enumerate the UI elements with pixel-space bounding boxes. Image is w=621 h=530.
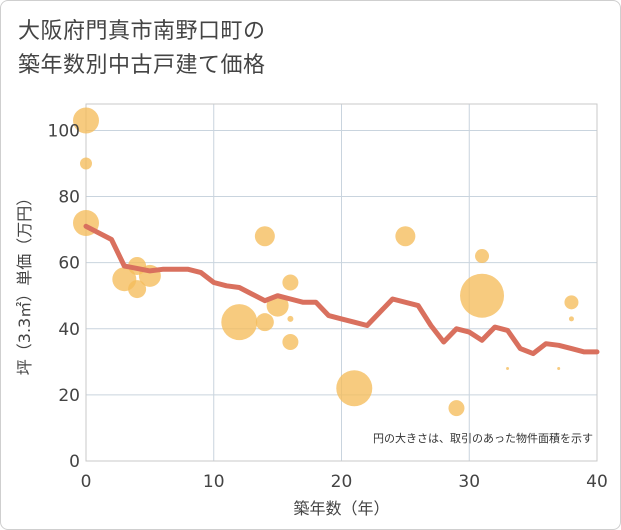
bubble-point (568, 316, 574, 322)
bubble-point (557, 366, 561, 370)
bubble-point (80, 157, 92, 170)
bubble-point (221, 304, 258, 341)
y-tick-label: 0 (69, 452, 80, 472)
tick-labels: 0 10 20 30 40 0 20 40 60 80 100 (48, 121, 608, 492)
bubble-point (448, 400, 465, 417)
y-tick-label: 20 (58, 386, 80, 406)
grid-lines (85, 104, 598, 462)
y-tick-label: 100 (48, 121, 80, 141)
x-tick-label: 30 (458, 472, 480, 492)
bubble-point (287, 315, 294, 322)
bubble-point (254, 226, 275, 247)
x-tick-label: 10 (203, 472, 225, 492)
x-axis-label: 築年数（年） (293, 499, 389, 518)
bubble-point (475, 249, 490, 264)
bubbles (73, 107, 579, 417)
trend-line (83, 223, 600, 357)
bubble-point (460, 273, 505, 318)
x-tick-label: 0 (81, 472, 92, 492)
y-axis-label: 坪（3.3㎡）単価（万円） (15, 190, 34, 375)
bubble-point (282, 334, 299, 350)
bubble-point (73, 107, 99, 134)
trend-line-group (83, 223, 600, 357)
title-line-1: 大阪府門真市南野口町の (18, 19, 266, 44)
title-line-2: 築年数別中古戸建て価格 (18, 53, 266, 78)
plot-area (85, 103, 598, 462)
y-tick-label: 60 (58, 254, 80, 274)
bubble-point (336, 370, 373, 407)
x-tick-label: 20 (331, 472, 353, 492)
bubble-point (255, 313, 274, 332)
bubble-point (128, 280, 147, 299)
x-tick-label: 40 (586, 472, 608, 492)
bubble-point (564, 295, 579, 310)
bubble-point (506, 366, 510, 370)
chart-title: 大阪府門真市南野口町の 築年数別中古戸建て価格 (18, 15, 266, 83)
bubble-point (395, 226, 416, 247)
y-tick-label: 80 (58, 188, 80, 208)
bubble-point (282, 274, 299, 291)
size-note: 円の大きさは、取引のあった物件面積を示す (373, 431, 593, 445)
y-tick-label: 40 (58, 320, 80, 340)
